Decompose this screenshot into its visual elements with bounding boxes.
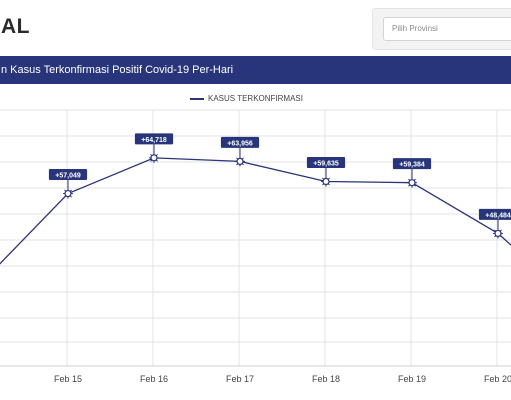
data-label-box — [48, 169, 88, 181]
page-title-fragment: AL — [1, 15, 30, 38]
data-label-box — [392, 158, 432, 170]
data-point-marker — [493, 228, 503, 239]
data-point-marker — [235, 156, 245, 167]
legend-line-swatch — [190, 97, 204, 100]
data-label: +59,384 — [399, 162, 425, 169]
data-point-marker — [321, 176, 331, 187]
chart-panel-header: n Kasus Terkonfirmasi Positif Covid-19 P… — [0, 56, 511, 84]
x-tick-label: Feb 18 — [312, 374, 340, 384]
data-label-box — [134, 133, 174, 145]
x-tick-label: Feb 19 — [398, 374, 426, 384]
data-label: +59,635 — [313, 161, 339, 168]
province-filter-box: Pilih Provinsi — [372, 8, 511, 50]
data-label-box — [478, 208, 511, 220]
data-label: +48,484 — [485, 212, 511, 219]
x-tick-label: Feb 16 — [140, 374, 168, 384]
x-tick-label: Feb 15 — [54, 374, 82, 384]
province-select[interactable]: Pilih Provinsi — [383, 17, 511, 41]
chart-legend[interactable]: KASUS TERKONFIRMASI — [190, 94, 303, 103]
data-label-box — [220, 136, 260, 148]
x-tick-label: Feb 20 — [484, 374, 511, 384]
data-point-marker — [149, 152, 159, 163]
x-tick-label: Feb 17 — [226, 374, 254, 384]
data-point-marker — [407, 177, 417, 188]
data-point-marker — [63, 188, 73, 199]
data-label: +64,718 — [141, 137, 167, 144]
data-label-box — [306, 157, 346, 169]
legend-label: KASUS TERKONFIRMASI — [208, 94, 303, 103]
data-label: +57,049 — [55, 173, 81, 180]
series-line-kasus-terkonfirmasi — [0, 157, 511, 265]
data-label: +63,956 — [227, 140, 253, 147]
